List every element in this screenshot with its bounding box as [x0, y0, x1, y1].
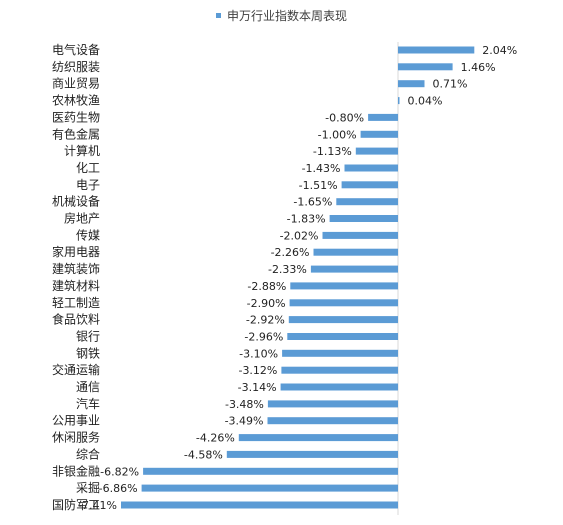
bar: [329, 215, 398, 222]
legend-swatch: [216, 13, 221, 18]
data-label: -3.12%: [238, 364, 277, 377]
data-label: -3.14%: [238, 381, 277, 394]
bar: [344, 164, 398, 172]
data-label: -2.92%: [246, 314, 285, 327]
category-label: 有色金属: [52, 126, 100, 141]
category-label: 汽车: [76, 396, 100, 411]
category-label: 休闲服务: [52, 430, 100, 445]
bar: [280, 383, 398, 391]
bar: [281, 366, 398, 374]
category-label: 农林牧渔: [52, 94, 100, 108]
data-label: -7.41%: [78, 499, 117, 512]
bar: [398, 46, 475, 54]
data-label: -4.58%: [184, 448, 223, 461]
bar: [322, 231, 398, 239]
data-label: -4.26%: [196, 432, 235, 445]
bar: [398, 97, 400, 105]
data-label: 0.71%: [433, 78, 468, 91]
category-label: 银行: [76, 330, 100, 344]
data-label: -1.83%: [287, 213, 326, 226]
bar: [289, 299, 398, 307]
category-label: 建筑装饰: [52, 261, 100, 276]
category-label: 非银金融: [52, 463, 100, 478]
category-label: 电子: [76, 178, 100, 192]
data-label: -1.43%: [302, 162, 341, 175]
bar: [143, 467, 398, 475]
data-label: -2.02%: [280, 229, 319, 242]
data-label: -3.49%: [225, 415, 264, 428]
legend: 申万行业指数本周表现: [216, 8, 347, 23]
category-label: 家用电器: [52, 244, 100, 259]
category-label: 商业贸易: [52, 76, 100, 91]
bar: [398, 80, 425, 88]
category-label: 电气设备: [52, 42, 100, 57]
category-label: 计算机: [64, 143, 100, 158]
bar: [336, 198, 398, 206]
bar: [355, 147, 398, 155]
data-label: -3.48%: [225, 398, 264, 411]
bar: [267, 400, 398, 408]
bar: [290, 282, 398, 290]
bar: [360, 130, 398, 138]
data-label: -2.90%: [247, 297, 286, 310]
data-label: -1.65%: [293, 196, 332, 209]
category-label: 医药生物: [52, 110, 100, 124]
category-label: 食品饮料: [52, 312, 100, 327]
data-label: -0.80%: [325, 111, 364, 124]
bar: [287, 333, 398, 340]
bar: [288, 316, 398, 324]
category-label: 纺织服装: [52, 60, 100, 74]
category-label: 化工: [76, 161, 100, 175]
bar: [121, 501, 398, 509]
data-label: -3.10%: [239, 347, 278, 360]
data-label: -2.33%: [268, 263, 307, 276]
bar: [226, 450, 398, 458]
category-label: 轻工制造: [52, 296, 100, 310]
data-label: -1.00%: [318, 128, 357, 141]
legend-label: 申万行业指数本周表现: [227, 8, 347, 23]
bar: [310, 265, 398, 273]
data-label: -2.88%: [247, 280, 286, 293]
data-labels: 2.04% 1.46% 0.71% 0.04% -0.80% -1.00% -1.13% -1…: [78, 44, 517, 512]
data-label: 0.04%: [408, 95, 443, 108]
category-label: 建筑材料: [52, 278, 100, 293]
bar: [341, 181, 398, 189]
category-label: 房地产: [64, 211, 100, 226]
bar: [313, 248, 398, 256]
bar: [141, 484, 398, 492]
category-labels: 电气设备纺织服装商业贸易农林牧渔医药生物有色金属计算机化工电子机械设备房地产传媒…: [52, 42, 100, 512]
data-label: -2.96%: [244, 331, 283, 344]
data-label: -6.82%: [100, 465, 139, 478]
category-label: 钢铁: [76, 346, 100, 360]
data-label: 2.04%: [482, 44, 517, 57]
category-label: 国防军工: [52, 497, 100, 512]
data-label: 1.46%: [461, 61, 496, 74]
category-label: 综合: [76, 446, 100, 461]
category-label: 机械设备: [52, 194, 100, 209]
category-label: 公用事业: [52, 414, 100, 428]
bar: [398, 63, 453, 71]
bar: [282, 349, 398, 357]
bar: [238, 434, 398, 442]
category-label: 采掘: [76, 480, 100, 495]
category-label: 通信: [76, 380, 100, 394]
bars: [121, 46, 475, 509]
data-label: -2.26%: [271, 246, 310, 259]
data-label: -1.51%: [299, 179, 338, 192]
bar: [267, 417, 398, 425]
data-label: -1.13%: [313, 145, 352, 158]
data-label: -6.86%: [99, 482, 138, 495]
category-label: 传媒: [76, 227, 100, 242]
category-label: 交通运输: [52, 362, 100, 377]
bar: [368, 113, 398, 121]
